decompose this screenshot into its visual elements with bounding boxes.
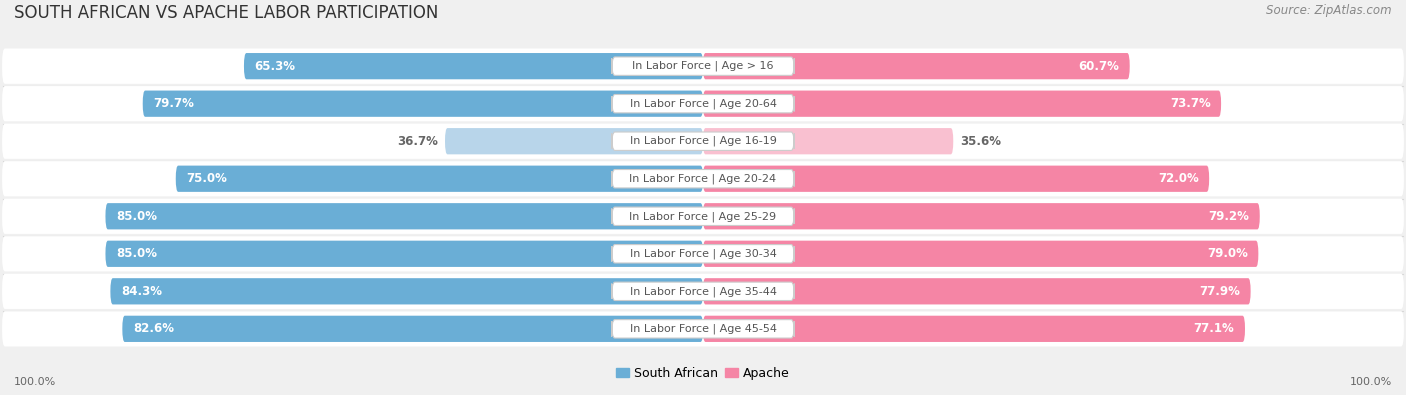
Text: 79.2%: 79.2% [1208,210,1250,223]
FancyBboxPatch shape [3,86,1403,121]
Text: 36.7%: 36.7% [396,135,439,148]
Text: In Labor Force | Age 20-24: In Labor Force | Age 20-24 [630,173,776,184]
Text: 100.0%: 100.0% [14,377,56,387]
FancyBboxPatch shape [612,169,794,188]
FancyBboxPatch shape [612,282,794,301]
Text: 77.1%: 77.1% [1194,322,1234,335]
Text: In Labor Force | Age 35-44: In Labor Force | Age 35-44 [630,286,776,297]
FancyBboxPatch shape [3,274,1403,309]
Text: 79.7%: 79.7% [153,97,194,110]
FancyBboxPatch shape [105,203,703,229]
Text: 85.0%: 85.0% [115,210,157,223]
FancyBboxPatch shape [612,94,794,113]
Text: In Labor Force | Age 16-19: In Labor Force | Age 16-19 [630,136,776,147]
Text: 65.3%: 65.3% [254,60,295,73]
Text: 60.7%: 60.7% [1078,60,1119,73]
FancyBboxPatch shape [703,90,1220,117]
Text: 35.6%: 35.6% [960,135,1001,148]
FancyBboxPatch shape [703,316,1246,342]
FancyBboxPatch shape [703,166,1209,192]
Text: 75.0%: 75.0% [186,172,228,185]
Text: 72.0%: 72.0% [1159,172,1198,185]
FancyBboxPatch shape [143,90,703,117]
FancyBboxPatch shape [703,278,1251,305]
Text: In Labor Force | Age 30-34: In Labor Force | Age 30-34 [630,248,776,259]
FancyBboxPatch shape [612,207,794,226]
Text: 77.9%: 77.9% [1199,285,1240,298]
FancyBboxPatch shape [105,241,703,267]
FancyBboxPatch shape [122,316,703,342]
FancyBboxPatch shape [3,311,1403,346]
Legend: South African, Apache: South African, Apache [612,362,794,385]
FancyBboxPatch shape [612,57,794,75]
Text: 84.3%: 84.3% [121,285,162,298]
FancyBboxPatch shape [612,245,794,263]
FancyBboxPatch shape [703,203,1260,229]
FancyBboxPatch shape [703,53,1130,79]
FancyBboxPatch shape [612,132,794,150]
Text: In Labor Force | Age 45-54: In Labor Force | Age 45-54 [630,324,776,334]
FancyBboxPatch shape [3,124,1403,159]
Text: SOUTH AFRICAN VS APACHE LABOR PARTICIPATION: SOUTH AFRICAN VS APACHE LABOR PARTICIPAT… [14,4,439,22]
Text: In Labor Force | Age > 16: In Labor Force | Age > 16 [633,61,773,71]
FancyBboxPatch shape [703,128,953,154]
FancyBboxPatch shape [3,236,1403,271]
Text: 85.0%: 85.0% [115,247,157,260]
FancyBboxPatch shape [111,278,703,305]
Text: 100.0%: 100.0% [1350,377,1392,387]
Text: 73.7%: 73.7% [1170,97,1211,110]
FancyBboxPatch shape [703,241,1258,267]
FancyBboxPatch shape [3,49,1403,84]
Text: 79.0%: 79.0% [1206,247,1249,260]
Text: In Labor Force | Age 25-29: In Labor Force | Age 25-29 [630,211,776,222]
FancyBboxPatch shape [446,128,703,154]
FancyBboxPatch shape [612,320,794,338]
FancyBboxPatch shape [3,199,1403,234]
Text: In Labor Force | Age 20-64: In Labor Force | Age 20-64 [630,98,776,109]
Text: Source: ZipAtlas.com: Source: ZipAtlas.com [1267,4,1392,17]
FancyBboxPatch shape [245,53,703,79]
Text: 82.6%: 82.6% [134,322,174,335]
FancyBboxPatch shape [3,161,1403,196]
FancyBboxPatch shape [176,166,703,192]
